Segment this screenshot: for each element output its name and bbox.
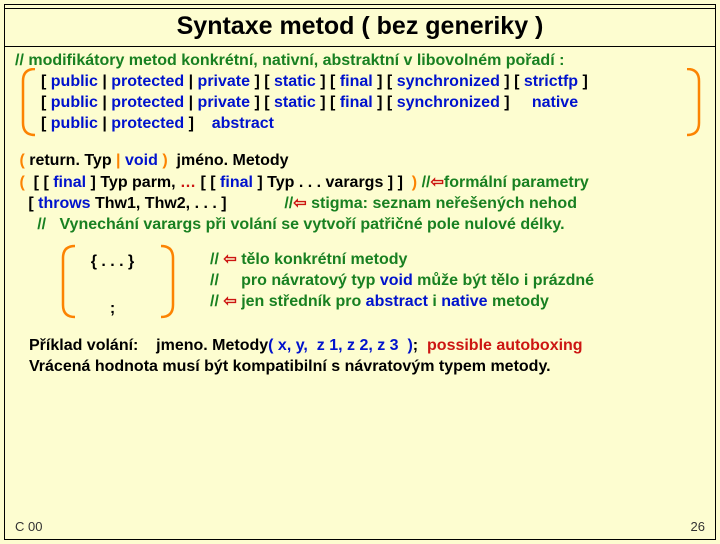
b2l2: ( [ [ final ] Typ parm, … [ [ final ] Ty… [15, 172, 705, 193]
b3-right: // ⇦ tělo konkrétní metody // pro návrat… [210, 249, 705, 319]
b1l3: [ public | protected ] abstract [41, 113, 705, 134]
footer-right: 26 [691, 519, 705, 534]
b1l2: [ public | protected | private ] [ stati… [41, 92, 705, 113]
block2: ( return. Typ | void ) jméno. Metody ( [… [15, 150, 705, 234]
block4: Příklad volání: jmeno. Metody( x, y, z 1… [15, 335, 705, 377]
b2l4: // Vynechání varargs při volání se vytvo… [15, 214, 705, 235]
block3: { . . . } ; // ⇦ tělo konkrétní metody /… [15, 249, 705, 319]
b2l1: ( return. Typ | void ) jméno. Metody [15, 150, 705, 171]
b3r3: // ⇦ jen středník pro abstract i native … [210, 291, 705, 312]
body: // modifikátory metod konkrétní, nativní… [5, 47, 715, 377]
b3-braces: { . . . } [15, 251, 210, 272]
b2l3: [ throws Thw1, Thw2, . . . ] //⇦ stigma:… [15, 193, 705, 214]
b3r1: // ⇦ tělo konkrétní metody [210, 249, 705, 270]
block1-comment: // modifikátory metod konkrétní, nativní… [15, 50, 705, 71]
b1l1: [ public | protected | private ] [ stati… [41, 71, 705, 92]
b4l2: Vrácená hodnota musí být kompatibilní s … [29, 356, 705, 377]
b3-semi: ; [15, 298, 210, 319]
title: Syntaxe metod ( bez generiky ) [5, 9, 715, 47]
slide: Syntaxe metod ( bez generiky ) // modifi… [4, 8, 716, 540]
b3-left: { . . . } ; [15, 249, 210, 319]
footer-left: C 00 [15, 519, 42, 534]
b4l1: Příklad volání: jmeno. Metody( x, y, z 1… [29, 335, 705, 356]
block1-lines: [ public | protected | private ] [ stati… [15, 71, 705, 134]
b3r2: // pro návratový typ void může být tělo … [210, 270, 705, 291]
